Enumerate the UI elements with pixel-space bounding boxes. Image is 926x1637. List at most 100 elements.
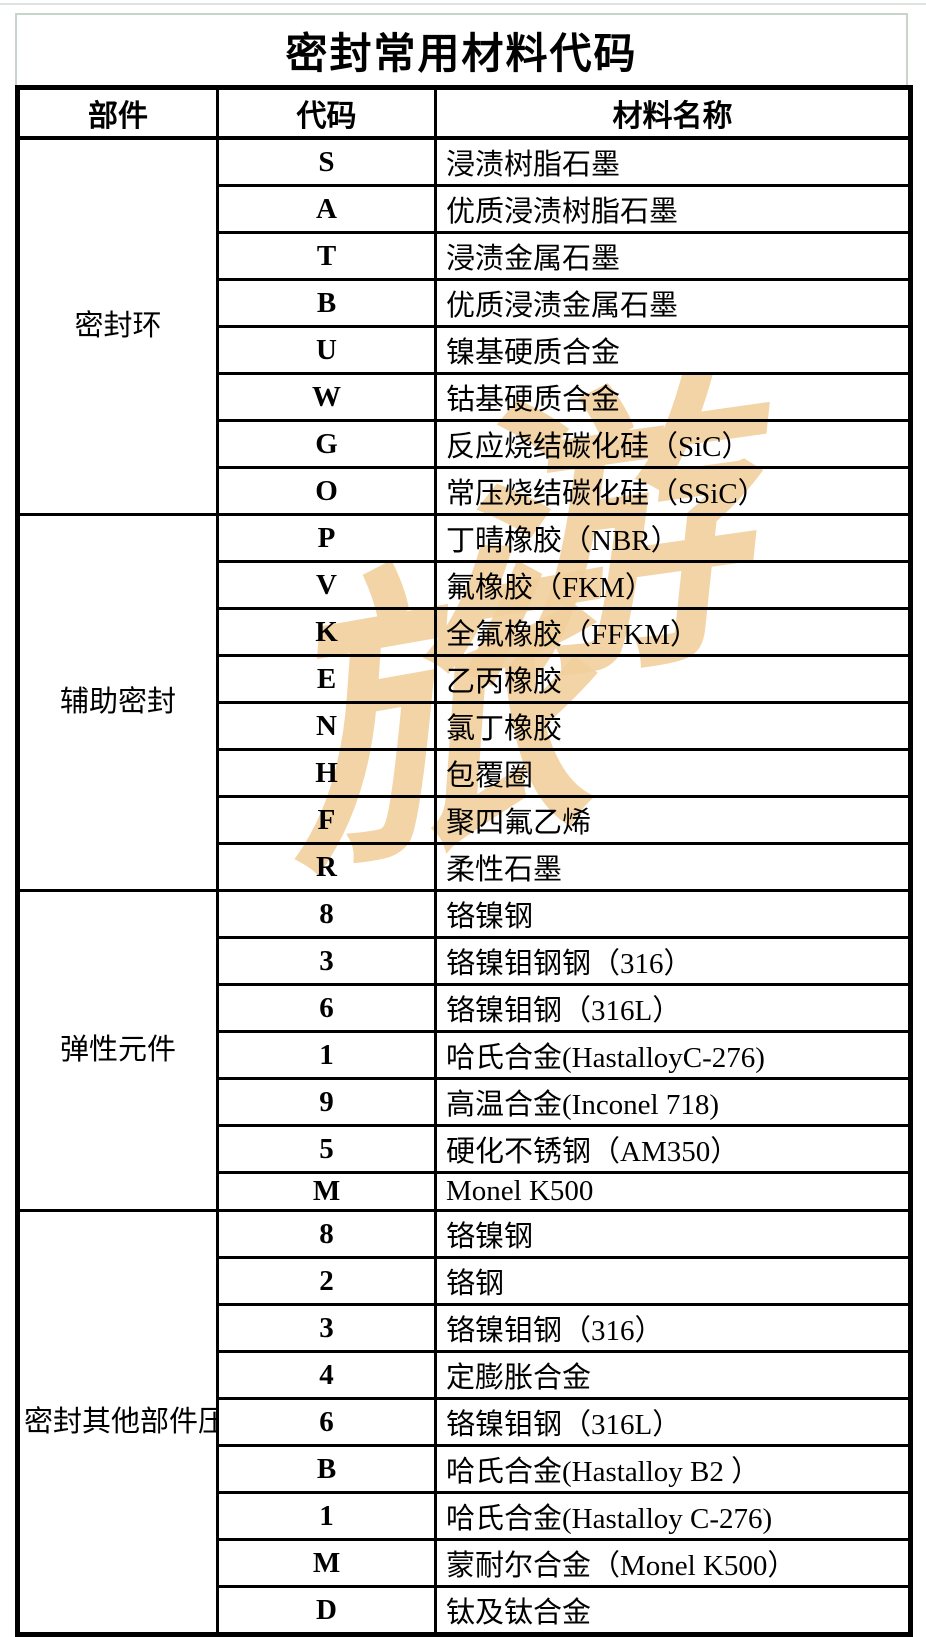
table-row: G 反应烧结碳化硅（SiC） [18,419,912,469]
table-title-cell: 密封常用材料代码 [15,13,908,85]
material-cell: 硬化不锈钢（AM350） [434,1124,912,1174]
table-row: R 柔性石墨 [18,842,912,892]
code-cell: 1 [216,1030,437,1080]
code-cell: 9 [216,1077,437,1127]
code-cell: U [216,325,437,375]
part-group-cell: 辅助密封 [16,513,219,892]
material-cell: 钛及钛合金 [434,1585,912,1636]
code-cell: S [216,136,437,187]
material-cell: 蒙耐尔合金（Monel K500） [434,1538,912,1588]
table-row: E 乙丙橡胶 [18,654,912,704]
material-cell: 浸渍金属石墨 [434,231,912,281]
code-cell: D [216,1585,437,1636]
table-row: 1 哈氏合金(HastalloyC-276) [18,1030,912,1080]
table-row: N 氯丁橡胶 [18,701,912,751]
material-cell: 柔性石墨 [434,842,912,892]
table-row: T 浸渍金属石墨 [18,231,912,281]
table-row: 弹性元件 8 铬镍钢 [16,889,912,1212]
material-cell: 铬镍钼钢（316L） [434,983,912,1033]
code-cell: 4 [216,1350,437,1400]
code-cell: O [216,466,437,516]
table-row: 密封其他部件压盖和轴套8铬镍钢 [16,1209,912,1636]
table-row: 5 硬化不锈钢（AM350） [18,1124,912,1174]
code-cell: T [216,231,437,281]
table-row: A 优质浸渍树脂石墨 [18,184,912,234]
material-codes-table: 部件 代码 材料名称 密封环 S 浸渍树脂石墨 A 优质浸渍树脂石墨 T 浸渍金属石墨 B 优质… [15,85,913,1637]
table-row: B 优质浸渍金属石墨 [18,278,912,328]
table-row: O 常压烧结碳化硅（SSiC） [18,466,912,516]
column-header-code: 代码 [216,86,437,140]
material-cell: 哈氏合金(HastalloyC-276) [434,1030,912,1080]
header-row: 部件 代码 材料名称 [16,86,912,140]
table-row: 9 高温合金(Inconel 718) [18,1077,912,1127]
material-cell: 哈氏合金(Hastalloy C-276) [434,1491,912,1541]
table-row: 辅助密封 P 丁晴橡胶（NBR） [16,513,912,892]
code-cell: R [216,842,437,892]
table-row: 6 铬镍钼钢（316L） [18,983,912,1033]
code-cell: H [216,748,437,798]
material-cell: 铬镍钼钢（316L） [434,1397,912,1447]
code-cell: M [216,1538,437,1588]
material-cell: 浸渍树脂石墨 [434,136,912,187]
material-cell: 氟橡胶（FKM） [434,560,912,610]
code-cell: W [216,372,437,422]
code-cell: P [216,513,437,563]
material-cell: 优质浸渍树脂石墨 [434,184,912,234]
code-cell: B [216,1444,437,1494]
table-row: F 聚四氟乙烯 [18,795,912,845]
material-cell: Monel K500 [434,1171,912,1212]
code-cell: F [216,795,437,845]
table-row: 3 铬镍钼钢钢（316） [18,936,912,986]
code-cell: 8 [216,1209,437,1259]
code-cell: E [216,654,437,704]
code-cell: K [216,607,437,657]
material-cell: 镍基硬质合金 [434,325,912,375]
table-row: W 钴基硬质合金 [18,372,912,422]
code-cell: M [216,1171,437,1212]
material-cell: 丁晴橡胶（NBR） [434,513,912,563]
code-cell: 1 [216,1491,437,1541]
table-row: V 氟橡胶（FKM） [18,560,912,610]
table-row: U 镍基硬质合金 [18,325,912,375]
material-cell: 聚四氟乙烯 [434,795,912,845]
material-cell: 常压烧结碳化硅（SSiC） [434,466,912,516]
table-row: K 全氟橡胶（FFKM） [18,607,912,657]
column-header-part: 部件 [16,86,219,140]
table-row: M Monel K500 [18,1171,912,1212]
material-cell: 高温合金(Inconel 718) [434,1077,912,1127]
table-row: H 包覆圈 [18,748,912,798]
code-cell: 3 [216,1303,437,1353]
code-cell: V [216,560,437,610]
material-cell: 铬钢 [434,1256,912,1306]
code-cell: A [216,184,437,234]
material-cell: 全氟橡胶（FFKM） [434,607,912,657]
code-cell: G [216,419,437,469]
material-cell: 乙丙橡胶 [434,654,912,704]
material-cell: 包覆圈 [434,748,912,798]
code-cell: 6 [216,1397,437,1447]
material-cell: 反应烧结碳化硅（SiC） [434,419,912,469]
material-cell: 钴基硬质合金 [434,372,912,422]
material-cell: 优质浸渍金属石墨 [434,278,912,328]
table-row: 密封环 S 浸渍树脂石墨 [16,136,912,516]
page-title: 密封常用材料代码 [285,31,638,78]
column-header-material: 材料名称 [434,86,912,140]
material-cell: 铬镍钢 [434,1209,912,1259]
material-cell: 哈氏合金(Hastalloy B2 ） [434,1444,912,1494]
part-group-cell: 弹性元件 [16,889,219,1212]
material-cell: 铬镍钼钢（316） [434,1303,912,1353]
code-cell: 2 [216,1256,437,1306]
code-cell: 5 [216,1124,437,1174]
code-cell: N [216,701,437,751]
material-cell: 铬镍钼钢钢（316） [434,936,912,986]
code-cell: B [216,278,437,328]
material-cell: 铬镍钢 [434,889,912,939]
code-cell: 8 [216,889,437,939]
part-group-cell: 密封其他部件压盖和轴套 [16,1209,219,1636]
code-cell: 6 [216,983,437,1033]
code-cell: 3 [216,936,437,986]
part-group-cell: 密封环 [16,136,219,516]
material-cell: 氯丁橡胶 [434,701,912,751]
material-cell: 定膨胀合金 [434,1350,912,1400]
sheet-top-gridline [0,3,926,5]
